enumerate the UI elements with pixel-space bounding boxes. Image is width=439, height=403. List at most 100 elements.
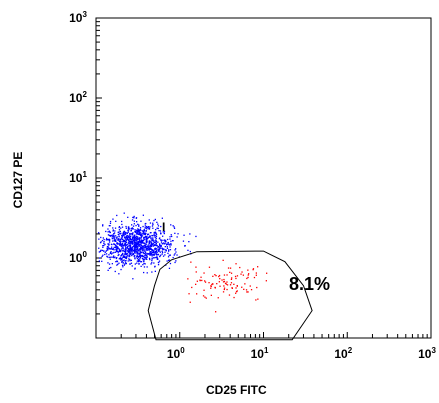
event-point xyxy=(240,273,242,275)
event-point xyxy=(109,256,111,258)
event-point xyxy=(120,268,122,271)
event-point xyxy=(153,241,155,243)
event-point xyxy=(223,285,225,287)
event-point xyxy=(150,254,152,256)
event-point xyxy=(114,230,116,232)
event-point xyxy=(113,237,115,240)
event-point xyxy=(247,276,249,279)
event-point xyxy=(105,250,107,252)
event-point xyxy=(169,249,172,251)
event-point xyxy=(110,251,112,253)
event-point xyxy=(107,234,110,236)
event-point xyxy=(196,280,198,282)
event-point xyxy=(163,232,165,234)
event-point xyxy=(148,243,150,245)
event-point xyxy=(233,283,235,285)
event-point xyxy=(195,235,197,238)
event-point xyxy=(176,236,178,238)
event-point xyxy=(253,276,256,279)
event-point xyxy=(256,286,258,289)
y-tick-label: 101 xyxy=(69,170,87,185)
event-point xyxy=(152,238,154,241)
event-point xyxy=(155,242,157,245)
event-point xyxy=(117,263,119,265)
event-point xyxy=(140,261,142,263)
event-point xyxy=(104,251,106,253)
event-point xyxy=(132,228,134,230)
x-tick-label: 103 xyxy=(418,346,436,361)
event-point xyxy=(156,227,158,229)
event-point xyxy=(136,248,138,250)
event-point xyxy=(128,258,130,260)
event-point xyxy=(137,258,140,260)
event-point xyxy=(118,254,120,256)
event-point xyxy=(104,243,106,246)
event-point xyxy=(145,247,148,250)
event-point xyxy=(175,260,177,262)
event-point xyxy=(149,252,151,254)
event-point xyxy=(151,262,153,264)
event-point xyxy=(134,241,136,243)
event-point xyxy=(151,255,153,257)
event-point xyxy=(112,240,114,242)
event-point xyxy=(175,248,177,250)
event-point xyxy=(139,255,141,258)
event-point xyxy=(154,236,156,239)
event-point xyxy=(208,282,210,284)
event-point xyxy=(144,232,146,234)
event-point xyxy=(110,243,113,245)
event-point xyxy=(122,240,125,243)
event-point xyxy=(142,231,144,233)
event-point xyxy=(147,245,149,248)
event-point xyxy=(134,263,136,265)
event-point xyxy=(148,219,150,221)
event-point xyxy=(131,238,133,241)
event-point xyxy=(241,271,243,273)
event-point xyxy=(125,257,128,260)
event-point xyxy=(127,255,129,257)
event-point xyxy=(145,243,147,245)
event-point xyxy=(125,244,128,246)
event-point xyxy=(118,231,120,233)
event-point xyxy=(125,260,127,262)
event-point xyxy=(174,232,176,234)
event-point xyxy=(126,234,128,237)
event-point xyxy=(129,237,131,240)
event-point xyxy=(103,250,105,252)
event-point xyxy=(154,249,156,251)
event-point xyxy=(146,238,148,240)
event-point xyxy=(147,233,149,235)
event-point xyxy=(188,241,190,243)
event-point xyxy=(169,244,171,246)
event-point xyxy=(160,245,162,247)
event-point xyxy=(123,256,125,258)
event-point xyxy=(146,258,148,260)
event-point xyxy=(118,226,121,228)
event-point xyxy=(142,225,144,228)
plot-frame xyxy=(95,17,432,339)
event-point xyxy=(121,220,123,223)
event-point xyxy=(135,241,137,243)
event-point xyxy=(223,274,226,276)
event-point xyxy=(109,235,111,237)
event-point xyxy=(147,226,149,228)
event-point xyxy=(235,287,237,289)
event-point xyxy=(126,232,128,234)
event-point xyxy=(163,248,165,251)
event-point xyxy=(139,252,141,254)
event-point xyxy=(247,274,249,276)
event-point xyxy=(122,256,124,258)
event-point xyxy=(211,283,213,286)
event-point xyxy=(143,239,145,242)
event-point xyxy=(122,250,124,252)
event-point xyxy=(164,254,166,256)
event-point xyxy=(122,266,124,268)
event-point xyxy=(107,239,110,241)
event-point xyxy=(108,230,110,232)
event-point xyxy=(141,239,144,242)
event-point xyxy=(136,251,139,253)
event-point xyxy=(136,232,138,234)
event-point xyxy=(134,257,136,259)
event-point xyxy=(235,263,237,265)
